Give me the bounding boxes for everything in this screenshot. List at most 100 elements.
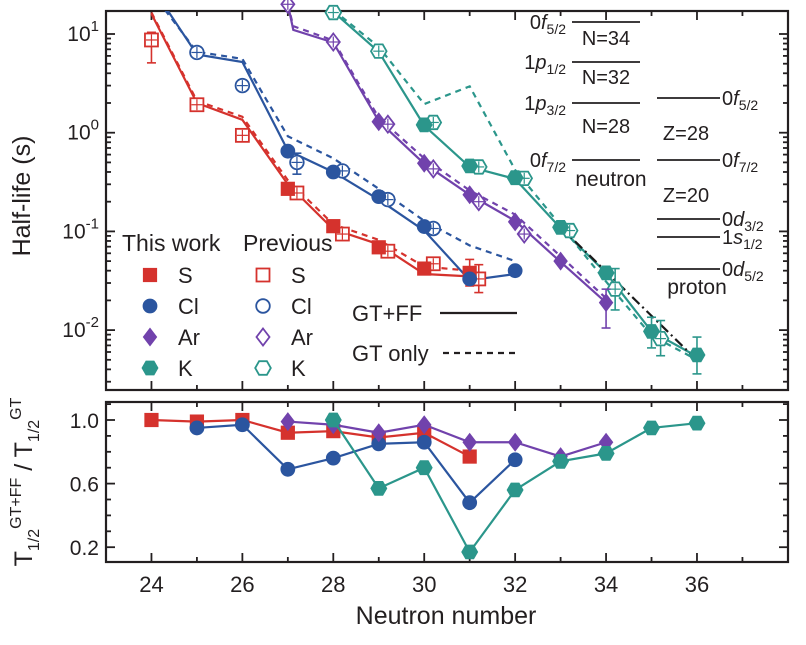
cl-previous-point — [289, 154, 305, 171]
ar-previous-point — [325, 32, 341, 52]
half-life-axis-label: Half-life (s) — [8, 136, 36, 257]
diamond-marker — [280, 412, 296, 432]
shell-gap-label: N=32 — [582, 67, 630, 89]
k-previous-point — [324, 4, 343, 21]
ratio-point-s — [462, 449, 477, 464]
square-marker — [326, 219, 341, 234]
ratio-point-k — [597, 446, 615, 461]
ratio-point-k — [370, 481, 388, 496]
cl-this-work-point — [280, 143, 296, 159]
ratio-point-s — [144, 412, 159, 428]
s-this-work-point — [371, 240, 386, 255]
ratio-point-cl — [325, 450, 341, 466]
hexagon-marker — [597, 265, 615, 281]
y-tick-label: 10-2 — [62, 314, 99, 342]
diamond-marker — [416, 153, 432, 173]
proton-level-label: 0f5/2 — [722, 88, 758, 113]
circle-marker — [325, 450, 341, 466]
ar-this-work-point — [462, 185, 477, 205]
circle-marker — [416, 219, 432, 234]
x-tick-label: 24 — [139, 572, 163, 597]
hexagon-marker — [552, 220, 570, 235]
ratio-point-k — [552, 454, 570, 469]
y-tick-label: 1.0 — [70, 410, 99, 433]
hexagon-marker — [415, 117, 433, 133]
ratio-point-k — [688, 415, 706, 431]
ratio-line-cl — [196, 423, 516, 505]
bottom-panel-frame — [104, 400, 790, 564]
legend-label-k: K — [178, 356, 193, 381]
x-tick-label: 32 — [503, 572, 527, 597]
top-panel-frame — [104, 9, 790, 392]
proton-level-label: 0d3/2 — [722, 209, 764, 234]
ratio-point-cl — [416, 434, 432, 450]
s-this-work-point — [417, 261, 432, 276]
k-this-work-point — [597, 265, 615, 281]
y-tick-label: 0.6 — [70, 474, 99, 497]
hexagon-marker — [254, 360, 272, 376]
legend: S S Cl Cl Ar Ar K K — [141, 263, 517, 381]
diamond-marker — [462, 185, 477, 205]
circle-marker — [507, 452, 523, 468]
legend-label-s: S — [178, 263, 193, 288]
hexagon-marker — [324, 412, 342, 428]
square-marker — [255, 267, 271, 283]
k-this-work-point — [461, 158, 479, 174]
hexagon-marker — [597, 446, 615, 461]
neutron-level-label: 0f7/2 — [530, 150, 566, 175]
model-line-k-gt-only — [332, 11, 698, 361]
legend-label-ar: Ar — [178, 325, 200, 350]
ratio-series — [144, 412, 706, 560]
data-points — [144, 0, 706, 375]
circle-marker — [255, 298, 271, 314]
ratio-point-ar — [280, 412, 296, 432]
ar-previous-point — [516, 224, 532, 245]
ratio-point-cl — [189, 420, 205, 436]
k-previous-point — [369, 43, 388, 59]
hexagon-marker — [688, 347, 706, 363]
cl-previous-point — [234, 77, 251, 94]
cl-this-work-point — [416, 219, 432, 234]
hexagon-marker — [415, 460, 433, 476]
circle-marker — [371, 189, 387, 205]
ratio-point-cl — [507, 452, 523, 468]
hexagon-marker — [461, 158, 479, 174]
hexagon-marker — [643, 324, 660, 339]
model-line-s-gt+ff — [150, 13, 470, 278]
legend-this-work-title: This work — [122, 230, 221, 256]
circle-marker — [280, 143, 296, 159]
y-tick-label: 101 — [67, 18, 99, 46]
circle-marker — [189, 420, 205, 436]
square-marker — [462, 449, 477, 464]
circle-marker — [142, 298, 158, 314]
square-marker — [144, 412, 159, 428]
hexagon-marker — [643, 420, 660, 436]
circle-marker — [462, 271, 478, 287]
axis-ticks: 24 26 28 30 32 34 36 101 100 10-1 10-2 0.2 0.6 1.0 — [62, 11, 788, 597]
hexagon-marker — [688, 415, 706, 431]
square-marker — [142, 267, 158, 283]
shell-gap-label: N=34 — [582, 28, 630, 50]
ar-previous-point — [280, 0, 296, 15]
diamond-marker — [507, 212, 523, 232]
s-previous-point — [144, 32, 159, 48]
model-line-cl-gt-only — [164, 11, 516, 263]
legend-previous-title: Previous — [243, 230, 332, 256]
ratio-point-cl — [234, 417, 250, 433]
cl-this-work-point — [462, 271, 478, 287]
shell-gap-label: Z=20 — [663, 185, 709, 207]
x-tick-label: 34 — [594, 572, 618, 597]
ratio-point-cl — [280, 461, 296, 477]
cl-this-work-point — [371, 189, 387, 205]
ar-this-work-point — [416, 153, 432, 173]
ratio-point-k — [643, 420, 660, 436]
legend-label-prev-k: K — [291, 356, 306, 381]
s-this-work-point — [326, 219, 341, 234]
proton-level-label: 1s1/2 — [722, 227, 763, 252]
ratio-line-s — [151, 418, 471, 458]
neutron-level-label: 1p3/2 — [524, 93, 566, 118]
ar-previous-point — [471, 191, 487, 212]
circle-marker — [325, 164, 341, 180]
